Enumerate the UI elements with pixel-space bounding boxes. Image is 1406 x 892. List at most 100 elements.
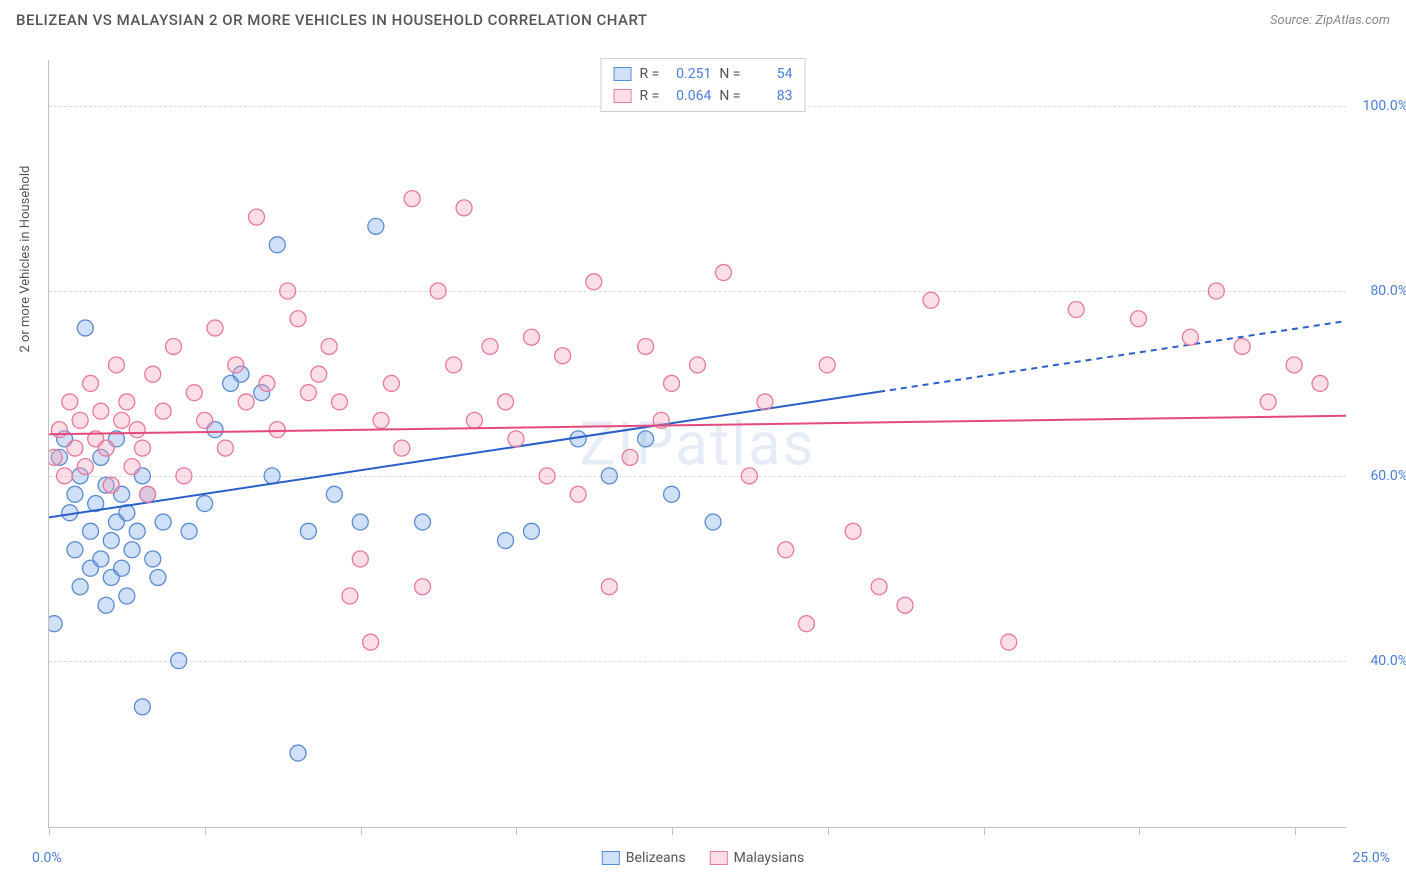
data-point xyxy=(145,551,161,567)
data-point xyxy=(83,523,99,539)
data-point xyxy=(1234,338,1250,354)
r-value-malaysians: 0.064 xyxy=(667,88,711,104)
data-point xyxy=(523,523,539,539)
data-point xyxy=(108,357,124,373)
data-point xyxy=(171,653,187,669)
data-point xyxy=(129,523,145,539)
legend-item-belizeans: Belizeans xyxy=(602,850,686,866)
data-point xyxy=(690,357,706,373)
data-point xyxy=(103,477,119,493)
data-point xyxy=(280,283,296,299)
trend-line-extrapolated xyxy=(879,321,1346,392)
data-point xyxy=(1182,329,1198,345)
data-point xyxy=(622,449,638,465)
data-point xyxy=(134,440,150,456)
swatch-belizeans-bottom xyxy=(602,851,620,865)
data-point xyxy=(49,616,62,632)
data-point xyxy=(119,588,135,604)
data-point xyxy=(523,329,539,345)
data-point xyxy=(290,311,306,327)
legend-item-malaysians: Malaysians xyxy=(710,850,805,866)
data-point xyxy=(129,422,145,438)
x-tick xyxy=(205,827,206,835)
x-tick xyxy=(828,827,829,835)
data-point xyxy=(1130,311,1146,327)
data-point xyxy=(176,468,192,484)
legend-row-belizeans: R = 0.251 N = 54 xyxy=(614,63,793,85)
data-point xyxy=(98,440,114,456)
data-point xyxy=(228,357,244,373)
data-point xyxy=(321,338,337,354)
data-point xyxy=(1312,375,1328,391)
data-point xyxy=(1208,283,1224,299)
data-point xyxy=(77,320,93,336)
n-label-2: N = xyxy=(719,88,740,104)
data-point xyxy=(352,514,368,530)
correlation-legend: R = 0.251 N = 54 R = 0.064 N = 83 xyxy=(601,58,806,112)
data-point xyxy=(715,265,731,281)
data-point xyxy=(217,440,233,456)
x-tick-label-max: 25.0% xyxy=(1352,850,1390,866)
header: BELIZEAN VS MALAYSIAN 2 OR MORE VEHICLES… xyxy=(0,0,1406,40)
data-point xyxy=(145,366,161,382)
chart-container: BELIZEAN VS MALAYSIAN 2 OR MORE VEHICLES… xyxy=(0,0,1406,892)
data-point xyxy=(1286,357,1302,373)
x-tick xyxy=(672,827,673,835)
data-point xyxy=(332,394,348,410)
data-point xyxy=(269,422,285,438)
data-point xyxy=(124,459,140,475)
data-point xyxy=(498,394,514,410)
data-point xyxy=(62,394,78,410)
n-label: N = xyxy=(719,66,740,82)
data-point xyxy=(798,616,814,632)
data-point xyxy=(664,375,680,391)
data-point xyxy=(326,486,342,502)
data-point xyxy=(363,634,379,650)
data-point xyxy=(150,570,166,586)
x-tick xyxy=(984,827,985,835)
data-point xyxy=(466,412,482,428)
data-point xyxy=(197,496,213,512)
data-point xyxy=(140,486,156,502)
data-point xyxy=(741,468,757,484)
data-point xyxy=(51,422,67,438)
data-point xyxy=(601,468,617,484)
data-point xyxy=(586,274,602,290)
x-tick-label-min: 0.0% xyxy=(32,850,62,866)
data-point xyxy=(638,338,654,354)
data-point xyxy=(67,542,83,558)
data-point xyxy=(482,338,498,354)
data-point xyxy=(601,579,617,595)
swatch-malaysians xyxy=(614,89,632,103)
x-tick xyxy=(1295,827,1296,835)
trend-line xyxy=(49,392,879,518)
data-point xyxy=(124,542,140,558)
series-legend: Belizeans Malaysians xyxy=(602,850,804,866)
data-point xyxy=(269,237,285,253)
swatch-belizeans xyxy=(614,67,632,81)
data-point xyxy=(249,209,265,225)
data-point xyxy=(67,440,83,456)
data-point xyxy=(1068,302,1084,318)
data-point xyxy=(757,394,773,410)
legend-row-malaysians: R = 0.064 N = 83 xyxy=(614,85,793,107)
data-point xyxy=(155,514,171,530)
data-point xyxy=(98,597,114,613)
data-point xyxy=(342,588,358,604)
data-point xyxy=(93,551,109,567)
data-point xyxy=(238,394,254,410)
data-point xyxy=(114,412,130,428)
y-tick-label: 80.0% xyxy=(1370,283,1406,299)
data-point xyxy=(186,385,202,401)
data-point xyxy=(77,459,93,475)
data-point xyxy=(259,375,275,391)
x-tick xyxy=(49,827,50,835)
data-point xyxy=(819,357,835,373)
data-point xyxy=(897,597,913,613)
y-tick-label: 40.0% xyxy=(1370,653,1406,669)
data-point xyxy=(311,366,327,382)
data-point xyxy=(290,745,306,761)
data-point xyxy=(300,523,316,539)
data-point xyxy=(207,320,223,336)
data-point xyxy=(166,338,182,354)
